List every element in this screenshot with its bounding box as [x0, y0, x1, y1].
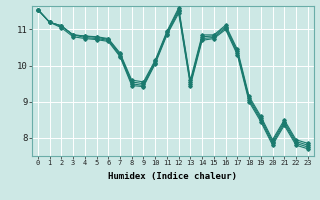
X-axis label: Humidex (Indice chaleur): Humidex (Indice chaleur) [108, 172, 237, 181]
